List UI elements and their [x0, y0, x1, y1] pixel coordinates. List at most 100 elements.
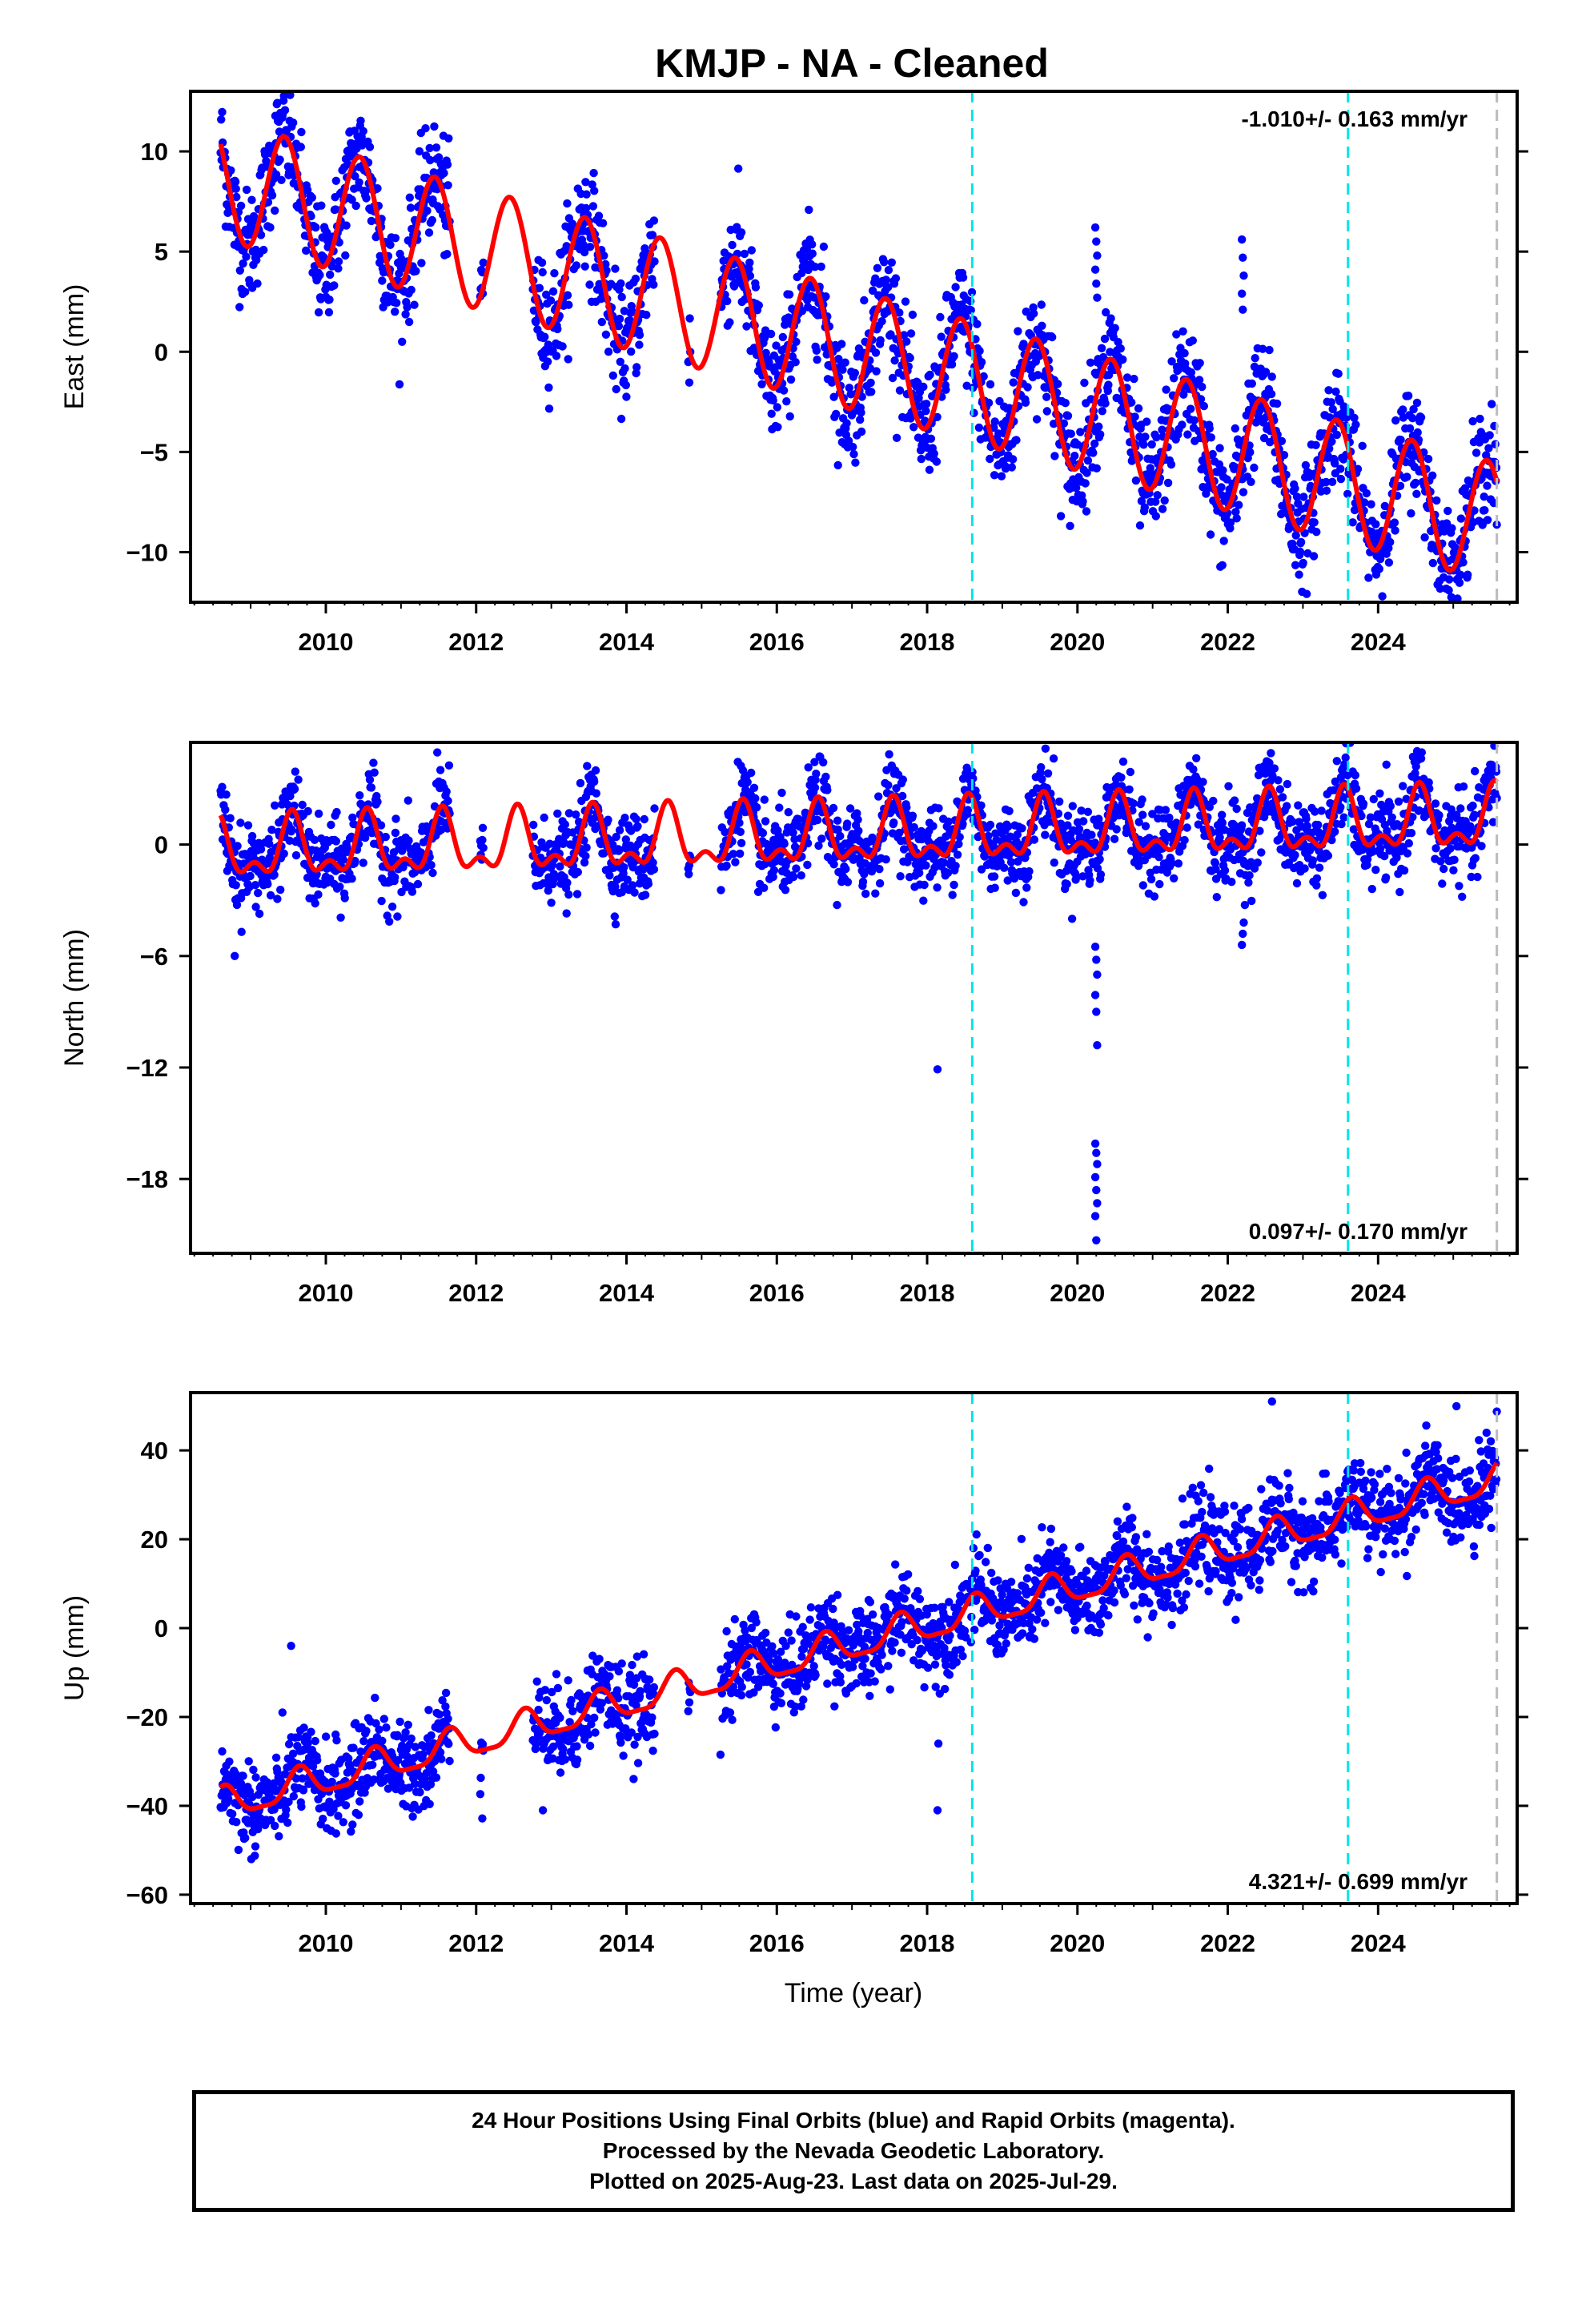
data-point: [339, 855, 347, 865]
data-point: [225, 1757, 234, 1766]
data-point: [351, 856, 359, 866]
data-point: [902, 803, 911, 812]
data-point: [1322, 477, 1331, 487]
data-point: [1007, 463, 1017, 472]
data-point: [934, 804, 943, 813]
data-point: [1332, 430, 1342, 440]
data-point: [267, 191, 277, 200]
y-axis-title: North (mm): [59, 929, 90, 1067]
data-point: [1317, 806, 1326, 815]
data-point: [1101, 399, 1110, 408]
x-tick-label: 2010: [299, 628, 354, 656]
data-point: [289, 1791, 298, 1801]
y-tick-label: 0: [155, 831, 168, 859]
data-point: [582, 843, 591, 852]
outlier-point: [1239, 929, 1247, 939]
data-point: [1323, 851, 1333, 860]
data-point: [373, 798, 382, 806]
data-point: [386, 240, 395, 249]
data-point: [823, 786, 832, 794]
data-point: [351, 171, 359, 181]
data-point: [1291, 484, 1299, 493]
data-point: [314, 308, 323, 317]
data-point: [685, 378, 694, 387]
data-point: [1083, 807, 1093, 816]
data-point: [877, 317, 886, 326]
data-point: [1122, 373, 1132, 382]
data-point: [1086, 876, 1094, 885]
data-point: [589, 168, 598, 178]
data-point: [1364, 819, 1374, 829]
data-point: [265, 839, 274, 849]
data-point: [1049, 754, 1058, 763]
data-point: [286, 91, 295, 99]
data-point: [237, 927, 246, 936]
data-point: [1275, 785, 1285, 794]
data-point: [963, 806, 973, 814]
data-point: [1476, 414, 1484, 424]
data-point: [355, 178, 363, 187]
data-point: [757, 380, 766, 388]
data-point: [849, 449, 858, 459]
data-point: [925, 465, 934, 474]
data-point: [1141, 822, 1150, 830]
outlier-point: [1090, 1212, 1100, 1220]
data-point: [1050, 858, 1059, 867]
data-point: [331, 1829, 340, 1838]
data-point: [283, 800, 292, 809]
data-point: [1428, 558, 1438, 568]
data-point: [1232, 804, 1241, 814]
data-point: [1029, 303, 1038, 312]
data-point: [610, 912, 619, 921]
data-point: [378, 276, 387, 285]
data-point: [612, 832, 620, 842]
data-point: [284, 1797, 293, 1807]
data-point: [1446, 844, 1455, 853]
data-point: [1438, 879, 1447, 888]
data-point: [580, 247, 589, 257]
data-point: [747, 768, 756, 778]
data-point: [254, 888, 263, 898]
data-point: [782, 397, 791, 406]
data-point: [218, 782, 227, 791]
data-point: [917, 454, 926, 464]
data-point: [1014, 327, 1022, 336]
data-point: [573, 867, 582, 877]
data-point: [276, 885, 285, 895]
outlier-point: [1092, 955, 1101, 964]
data-point: [1245, 870, 1254, 880]
data-point: [950, 352, 958, 360]
data-point: [814, 841, 823, 850]
data-point: [324, 308, 334, 317]
data-point: [1384, 558, 1394, 567]
data-point: [1118, 355, 1127, 364]
data-point: [291, 850, 301, 860]
data-point: [1315, 846, 1323, 855]
data-point: [362, 194, 371, 203]
x-tick-label: 2022: [1200, 628, 1255, 656]
data-point: [845, 804, 855, 813]
data-point: [1010, 874, 1019, 883]
data-point: [1114, 337, 1122, 347]
data-point: [406, 203, 416, 212]
data-point: [951, 862, 960, 870]
data-point: [1066, 521, 1074, 530]
data-point: [1291, 531, 1300, 540]
data-point: [428, 868, 437, 878]
data-point: [297, 1802, 306, 1811]
data-point: [833, 825, 842, 834]
data-point: [648, 231, 657, 239]
data-point: [773, 423, 782, 432]
outlier-point: [1239, 918, 1248, 927]
north-points: [216, 742, 1501, 1245]
data-point: [1343, 489, 1352, 498]
data-point: [348, 813, 357, 822]
data-point: [326, 270, 335, 279]
data-point: [886, 330, 895, 339]
data-point: [857, 392, 866, 401]
data-point: [604, 815, 612, 824]
data-point: [622, 392, 631, 401]
data-point: [1447, 524, 1456, 533]
data-point: [600, 251, 608, 260]
data-point: [1310, 518, 1319, 527]
